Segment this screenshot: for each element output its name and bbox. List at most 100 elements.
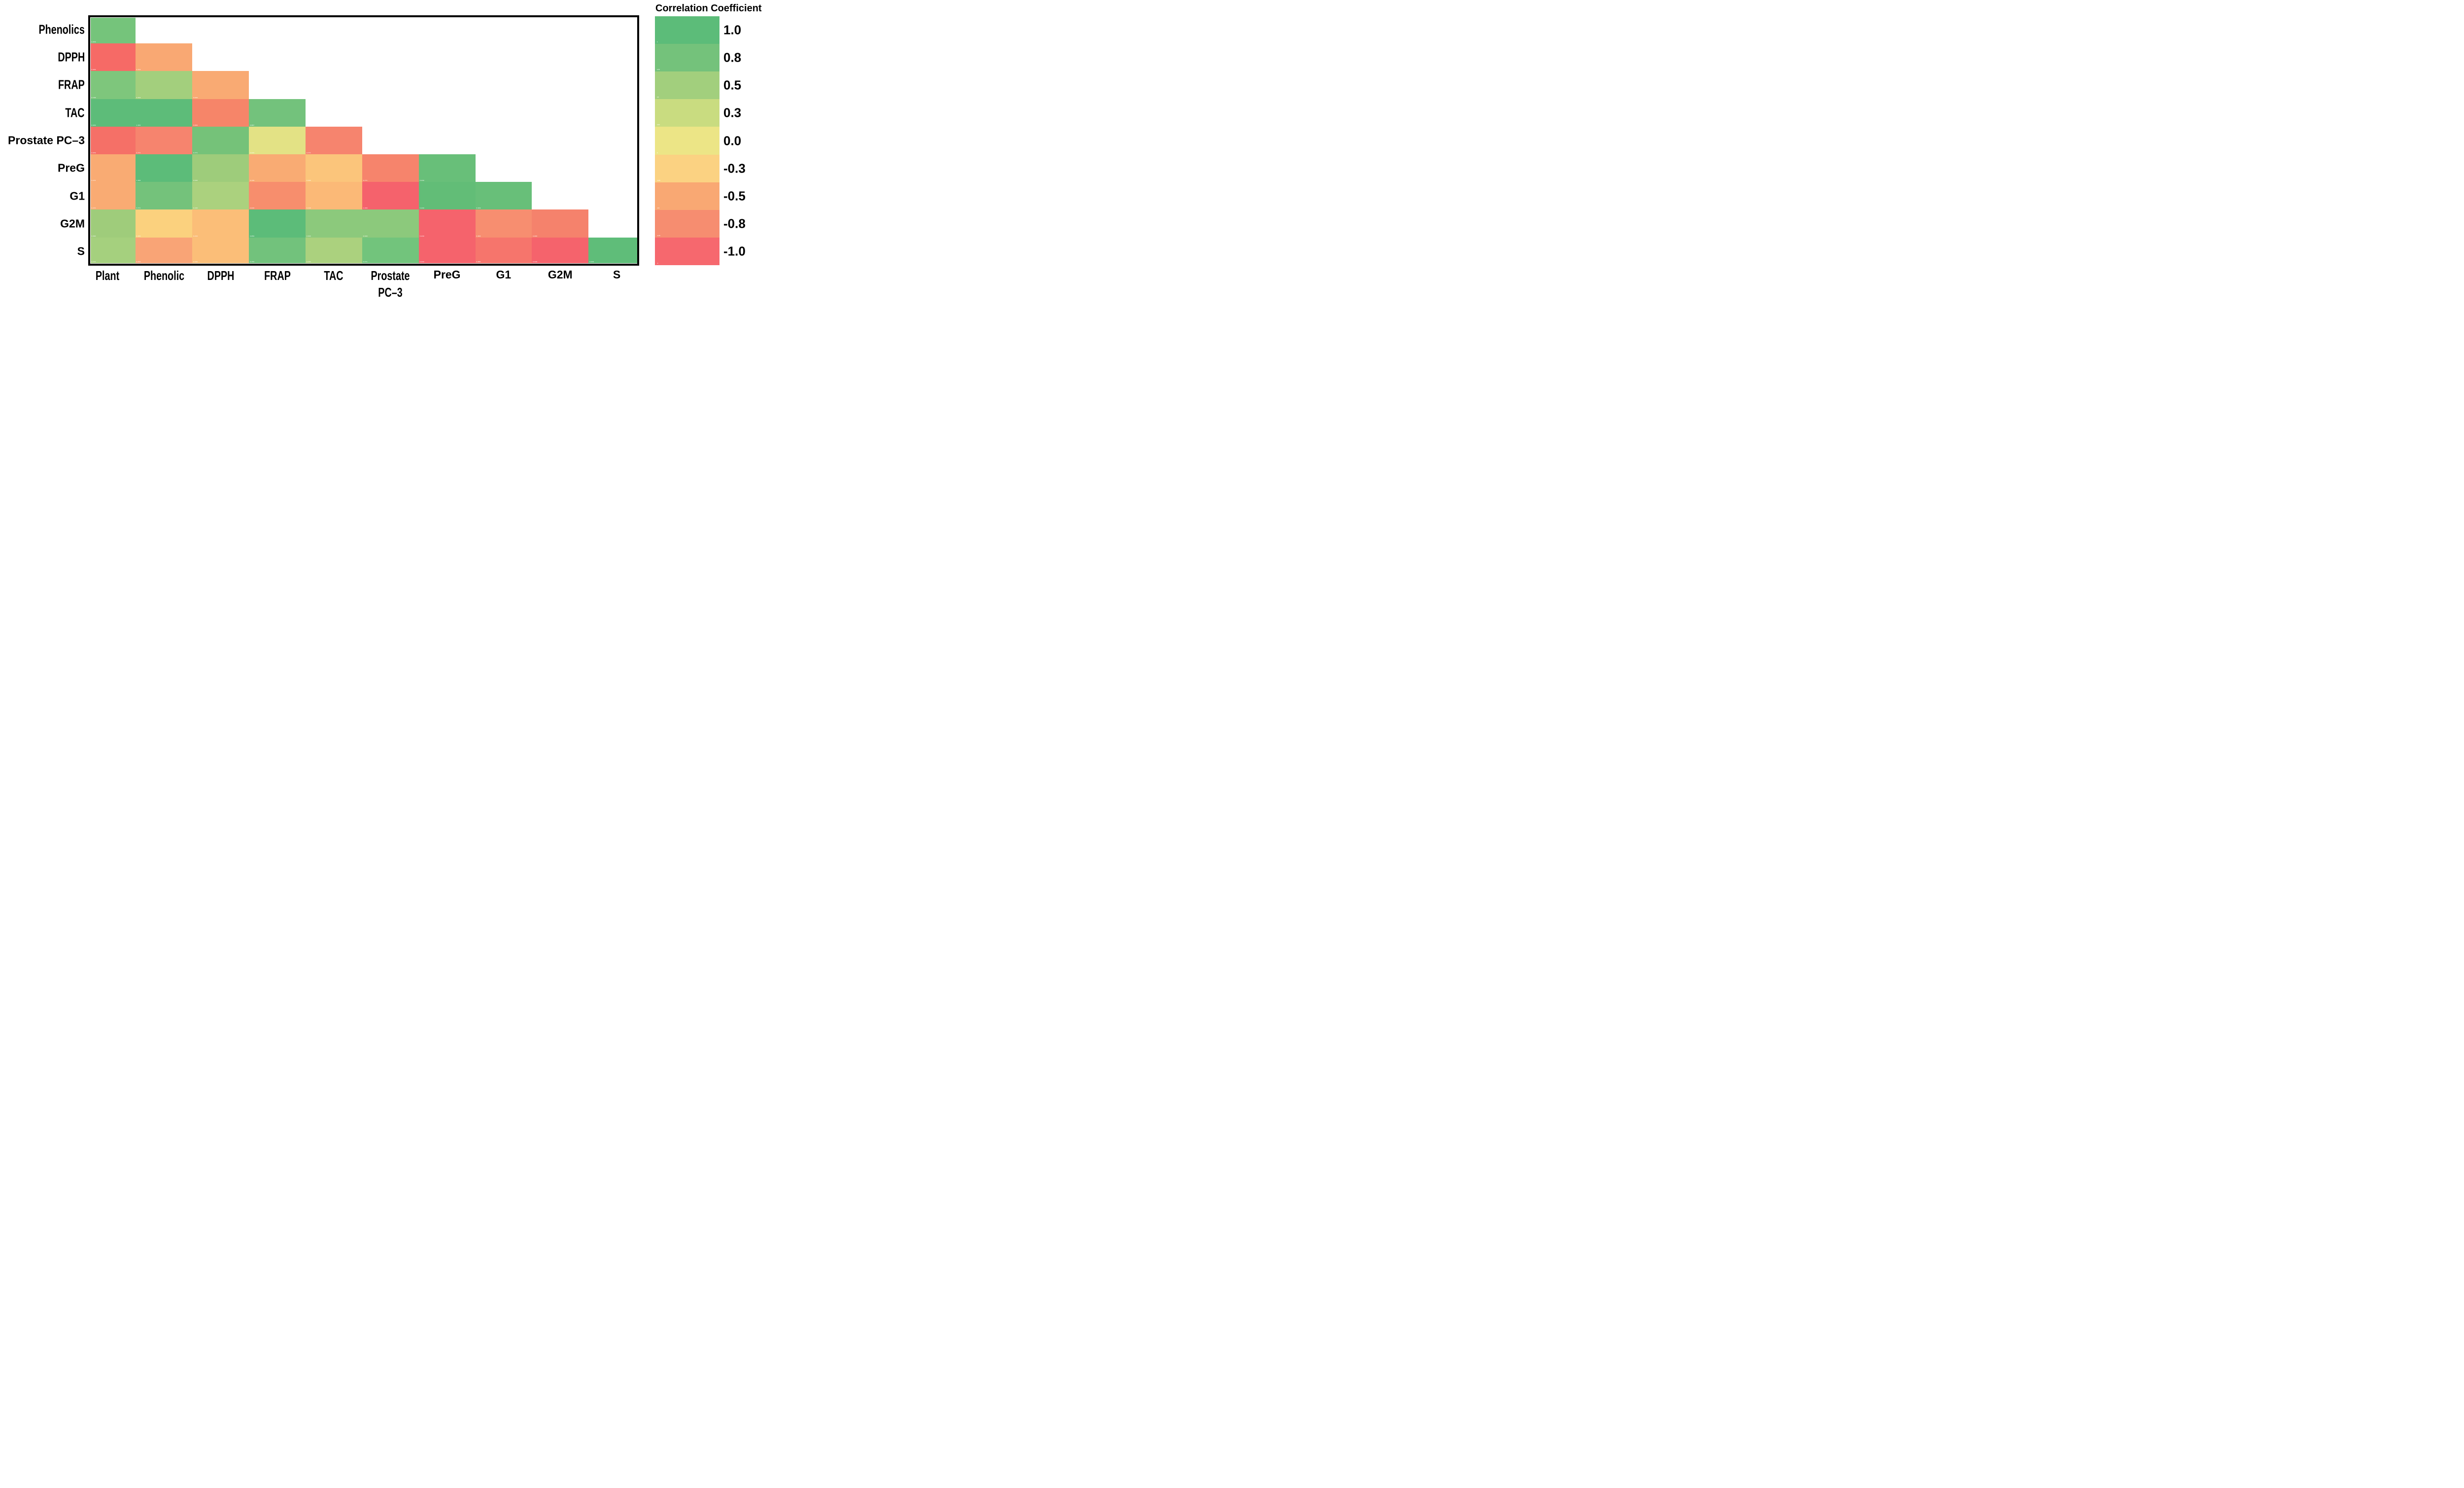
heatmap-cell: 0.771 xyxy=(192,126,249,154)
y-axis-label: TAC xyxy=(65,105,85,120)
heatmap-cell: 0.887 xyxy=(249,99,306,127)
legend-colorbar: 1 0.75 0.5 0.25 0 -0.25 -0.5 -0.75 -1 xyxy=(655,16,719,265)
heatmap-cell: 0.738 xyxy=(90,71,136,99)
legend-tick-label: -1.0 xyxy=(723,243,746,259)
heatmap-cell: 0.771 xyxy=(306,126,362,154)
cell-value-label: 0.543 xyxy=(136,96,141,99)
y-axis-label: S xyxy=(77,244,85,258)
heatmap-cell: 0.440 xyxy=(192,237,249,264)
x-axis-label: FRAP xyxy=(264,268,291,283)
heatmap-cell: 0.440 xyxy=(192,182,249,210)
heatmap-cell: 1.000 xyxy=(135,99,193,127)
cell-value-label: 0.022 xyxy=(250,151,255,154)
legend-color-band: -1 xyxy=(655,237,719,265)
cell-value-label: 0.440 xyxy=(307,207,311,209)
heatmap-cell: 0.310 xyxy=(192,209,249,238)
y-axis-label: PreG xyxy=(58,161,85,174)
cell-value-label: 0.440 xyxy=(193,261,198,263)
legend-tick-label: 0.5 xyxy=(723,77,742,93)
cell-value-label: 0.474 xyxy=(91,207,96,209)
cell-value-label: 0.979 xyxy=(91,151,96,154)
cell-value-label: 0.949 xyxy=(476,207,481,209)
cell-value-label: 1.000 xyxy=(363,207,368,209)
legend-band-inner-label: -0.5 xyxy=(657,207,660,209)
heatmap-cell: 0.806 xyxy=(192,99,249,127)
y-axis-label: G1 xyxy=(69,189,85,202)
x-axis-label: Prostate xyxy=(371,268,410,283)
x-axis-label: G2M xyxy=(548,268,573,281)
heatmap-cell: 0.878 xyxy=(90,17,136,43)
cell-value-label: 0.949 xyxy=(91,69,96,71)
cell-value-label: 0.310 xyxy=(193,235,198,237)
heatmap-cell: 0.022 xyxy=(249,126,306,154)
x-axis-label: G1 xyxy=(496,268,512,281)
cell-value-label: 0.520 xyxy=(91,235,96,237)
legend-tick-label: 0.3 xyxy=(723,105,742,120)
legend-color-band: 1 xyxy=(655,16,719,44)
x-axis-label: Plant xyxy=(95,268,120,283)
cell-value-label: 0.543 xyxy=(136,261,141,263)
legend-band-inner-label: -1 xyxy=(657,262,658,264)
heatmap-cell: 0.533 xyxy=(192,71,249,99)
x-axis-label: DPPH xyxy=(207,268,235,283)
cell-value-label: 0.533 xyxy=(193,96,198,99)
cell-value-label: 0.771 xyxy=(363,261,368,263)
legend-band-inner-label: 0.5 xyxy=(657,96,659,99)
cell-value-label: 0.330 xyxy=(307,179,311,182)
legend-color-band: 0 xyxy=(655,127,719,155)
heatmap-cell: 1.000 xyxy=(135,154,193,182)
heatmap-cell: 0.949 xyxy=(418,237,476,264)
heatmap-cell: 0.220 xyxy=(135,209,193,238)
cell-value-label: 1.000 xyxy=(136,179,141,182)
cell-value-label: 0.530 xyxy=(193,179,198,182)
x-axis-label: Phenolic xyxy=(143,268,184,283)
x-axis-label: PreG xyxy=(433,268,461,281)
legend-band-inner-label: 0.25 xyxy=(657,124,660,126)
cell-value-label: 0.771 xyxy=(363,179,368,182)
heatmap-cell: 0.859 xyxy=(249,209,306,238)
heatmap-cell: 0.949 xyxy=(90,43,136,71)
heatmap-cell: 0.440 xyxy=(306,182,362,210)
x-axis-label-line2: PC–3 xyxy=(378,285,403,298)
legend-band-inner-label: -0.25 xyxy=(657,179,660,181)
heatmap-cell: 0.330 xyxy=(306,154,362,182)
legend-title: Correlation Coefficient xyxy=(655,3,762,14)
legend-tick-label: -0.3 xyxy=(723,161,746,176)
heatmap-cell: 0.949 xyxy=(418,154,476,182)
cell-value-label: 0.600 xyxy=(307,235,311,237)
heatmap-cell: 0.474 xyxy=(90,182,136,210)
y-axis-label: FRAP xyxy=(58,77,85,92)
cell-value-label: 0.450 xyxy=(307,261,311,263)
legend-color-band: -0.75 xyxy=(655,209,719,238)
heatmap-cell: 0.543 xyxy=(135,43,193,71)
cell-value-label: 0.771 xyxy=(193,151,198,154)
heatmap-cell: 0.771 xyxy=(362,154,419,182)
cell-value-label: 0.440 xyxy=(193,207,198,209)
heatmap-cell: 0.979 xyxy=(90,126,136,154)
cell-value-label: 0.878 xyxy=(91,40,96,43)
heatmap-cell: 0.840 xyxy=(249,182,306,210)
heatmap-cell: 0.543 xyxy=(135,237,193,264)
cell-value-label: 0.543 xyxy=(136,69,141,71)
y-axis-label: Phenolics xyxy=(38,22,85,37)
cell-value-label: 0.949 xyxy=(419,261,424,263)
legend-band-inner-label: 0 xyxy=(657,151,658,154)
cell-value-label: 0.859 xyxy=(250,235,255,237)
cell-value-label: 0.949 xyxy=(533,261,538,263)
cell-value-label: 0.771 xyxy=(307,151,311,154)
cell-value-label: 0.474 xyxy=(91,179,96,182)
legend-tick-label: 1.0 xyxy=(723,22,742,37)
heatmap-cell: 0.826 xyxy=(475,209,532,238)
heatmap-cell: 0.949 xyxy=(475,182,532,210)
heatmap-cell: 0.949 xyxy=(532,237,589,264)
cell-value-label: 0.474 xyxy=(91,261,96,263)
heatmap-cell: 0.600 xyxy=(362,209,419,238)
heatmap-cell: 0.600 xyxy=(306,209,362,238)
x-axis-label: S xyxy=(613,268,621,281)
cell-value-label: 0.949 xyxy=(419,207,424,209)
cell-value-label: 0.880 xyxy=(476,261,481,263)
cell-value-label: 0.220 xyxy=(136,235,141,237)
heatmap-cell: 0.750 xyxy=(249,237,306,264)
legend-tick-label: -0.5 xyxy=(723,188,746,204)
cell-value-label: 0.887 xyxy=(250,124,255,126)
